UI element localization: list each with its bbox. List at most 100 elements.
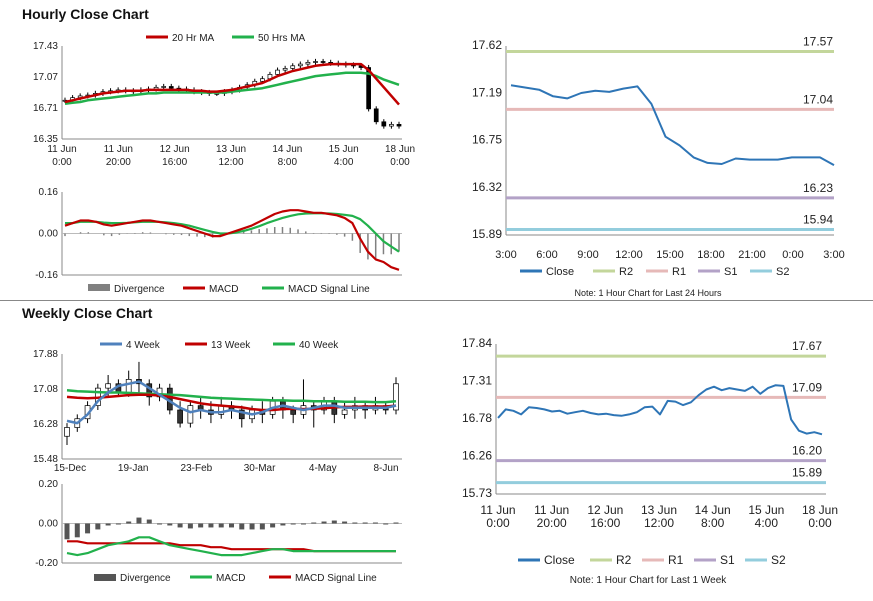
weekly-levels-ytick: 17.84 — [462, 336, 492, 350]
weekly-divergence-bar — [311, 522, 317, 524]
hourly-candle-body — [297, 63, 303, 67]
weekly-levels-xtick: 4:00 — [755, 516, 779, 530]
hourly-candle-body — [282, 68, 288, 71]
hourly-candle-ytick: 17.07 — [33, 72, 58, 83]
hourly-levels-xtick: 3:00 — [823, 249, 844, 261]
hourly-candle-ytick: 17.43 — [33, 41, 58, 52]
weekly-level-r1-label: 17.09 — [792, 380, 822, 394]
hourly-legend-ma20-label: 20 Hr MA — [172, 33, 215, 44]
hourly-candle-body — [313, 61, 318, 63]
hourly-levels-legend-close-label: Close — [546, 266, 574, 278]
hourly-macd-line — [64, 209, 400, 271]
hourly-legend-signal-label: MACD Signal Line — [288, 284, 370, 295]
weekly-level-s2-label: 15.89 — [792, 466, 822, 480]
hourly-levels-ytick: 16.75 — [472, 133, 502, 147]
weekly-divergence-bar — [136, 517, 142, 524]
weekly-divergence-bar — [372, 522, 378, 524]
hourly-level-r1-label: 17.04 — [803, 92, 833, 106]
weekly-candle-body — [105, 383, 111, 389]
weekly-levels-ytick: 16.78 — [462, 411, 492, 425]
weekly-legend-divergence-label: Divergence — [120, 573, 171, 584]
hourly-candle-body — [389, 124, 394, 127]
hourly-close-line — [510, 84, 835, 166]
hourly-macd-ytick: 0.16 — [39, 187, 59, 198]
hourly-levels-legend-s1-label: S1 — [724, 266, 737, 278]
hourly-level-s1-label: 16.23 — [803, 181, 833, 195]
weekly-levels-legend-r1-label: R1 — [668, 553, 684, 567]
weekly-divergence-bar — [300, 523, 306, 525]
weekly-divergence-bar — [64, 523, 70, 540]
hourly-levels-ytick: 16.32 — [472, 180, 502, 194]
weekly-levels-ytick: 15.73 — [462, 486, 492, 500]
hourly-candle-body — [373, 108, 379, 123]
weekly-levels-note: Note: 1 Hour Chart for Last 1 Week — [570, 575, 728, 586]
weekly-candle-xtick: 19-Jan — [118, 463, 149, 474]
weekly-candle-body — [393, 383, 399, 411]
weekly-divergence-bar — [342, 521, 348, 524]
weekly-legend-macd-label: MACD — [216, 573, 245, 584]
hourly-levels-legend-r1-label: R1 — [672, 266, 686, 278]
weekly-candle-xtick: 4-May — [309, 463, 337, 474]
weekly-candle-xtick: 15-Dec — [54, 463, 86, 474]
weekly-levels-xtick: 16:00 — [590, 516, 620, 530]
weekly-levels-xtick: 18 Jun — [802, 503, 838, 517]
hourly-macd-ytick: 0.00 — [39, 229, 59, 240]
hourly-level-r2-label: 17.57 — [803, 34, 833, 48]
weekly-levels-xtick: 14 Jun — [695, 503, 731, 517]
hourly-levels-legend-r2-label: R2 — [619, 266, 633, 278]
weekly-section-title: Weekly Close Chart — [22, 305, 153, 321]
weekly-candle-ytick: 17.88 — [33, 349, 58, 360]
weekly-divergence-bar — [321, 521, 327, 524]
section-divider — [0, 300, 873, 301]
hourly-legend-divergence-swatch — [88, 284, 110, 291]
hourly-candle-xtick: 0:00 — [52, 157, 72, 168]
hourly-legend-ma50-label: 50 Hrs MA — [258, 33, 306, 44]
weekly-candle-xtick: 23-Feb — [181, 463, 213, 474]
weekly-divergence-bar — [270, 523, 276, 528]
weekly-candle-body — [177, 409, 183, 424]
hourly-ma50-line — [64, 71, 400, 105]
weekly-macd-ytick: 0.00 — [39, 519, 59, 530]
weekly-levels-xtick: 11 Jun — [480, 503, 515, 517]
weekly-candle-body — [125, 379, 132, 393]
hourly-levels-xtick: 6:00 — [536, 249, 557, 261]
weekly-divergence-bar — [146, 519, 152, 524]
hourly-candle-xtick: 18 Jun — [385, 144, 415, 155]
hourly-candle-body — [396, 124, 402, 127]
hourly-legend-macd-label: MACD — [209, 284, 238, 295]
hourly-candle-body — [260, 78, 265, 82]
hourly-candle-xtick: 8:00 — [278, 157, 298, 168]
weekly-candle-body — [341, 409, 348, 415]
weekly-macd-ytick: -0.20 — [35, 558, 58, 569]
weekly-levels-xtick: 12:00 — [644, 516, 674, 530]
weekly-divergence-bar — [259, 523, 265, 530]
hourly-levels-xtick: 12:00 — [615, 249, 643, 261]
weekly-divergence-bar — [126, 521, 132, 524]
weekly-divergence-bar — [208, 523, 214, 528]
weekly-macd-ytick: 0.20 — [39, 479, 59, 490]
weekly-divergence-bar — [157, 523, 163, 525]
weekly-candle-body — [238, 409, 245, 420]
hourly-section-title: Hourly Close Chart — [22, 6, 149, 22]
hourly-level-s2-label: 15.94 — [803, 213, 833, 227]
hourly-levels-xtick: 3:00 — [495, 249, 516, 261]
weekly-legend-signal-label: MACD Signal Line — [295, 573, 377, 584]
hourly-candle-xtick: 0:00 — [390, 157, 410, 168]
weekly-divergence-bar — [177, 523, 183, 528]
hourly-candle-xtick: 14 Jun — [272, 144, 302, 155]
hourly-legend-divergence-label: Divergence — [114, 284, 165, 295]
weekly-levels-xtick: 11 Jun — [534, 503, 569, 517]
hourly-levels-xtick: 21:00 — [738, 249, 766, 261]
weekly-divergence-bar — [198, 523, 204, 528]
hourly-levels-xtick: 9:00 — [577, 249, 598, 261]
weekly-divergence-bar — [331, 520, 337, 524]
hourly-levels-legend-s2-label: S2 — [776, 266, 789, 278]
weekly-legend-divergence-swatch — [94, 574, 116, 581]
hourly-ma20-line — [64, 62, 400, 106]
weekly-levels-legend-r2-label: R2 — [616, 553, 632, 567]
weekly-4wk-line — [66, 380, 397, 425]
weekly-candle-xtick: 30-Mar — [244, 463, 276, 474]
weekly-divergence-bar — [362, 522, 368, 524]
hourly-candle-body — [320, 61, 326, 63]
hourly-levels-ytick: 17.62 — [472, 38, 502, 52]
